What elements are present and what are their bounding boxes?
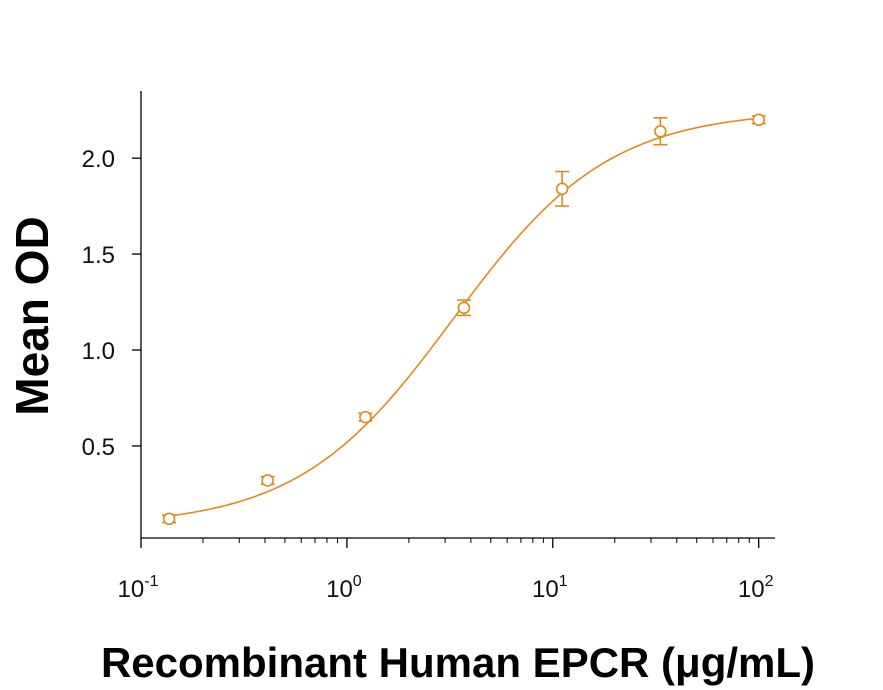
x-tick-label: 102 xyxy=(738,573,774,603)
axes xyxy=(132,91,775,548)
tick-labels: 0.5 1.0 1.5 2.0 10-1 100 101 102 xyxy=(82,146,774,603)
y-axis-title: Mean OD xyxy=(6,216,58,415)
y-tick-label: 1.0 xyxy=(82,338,115,365)
data-marker xyxy=(752,113,765,127)
data-marker xyxy=(457,301,471,315)
x-tick-label: 101 xyxy=(532,573,568,603)
data-point xyxy=(162,512,177,526)
y-tick-label: 1.5 xyxy=(82,242,115,269)
fit-curve xyxy=(169,117,759,517)
data-point xyxy=(358,410,373,424)
data-marker xyxy=(359,410,372,424)
y-tick-label: 0.5 xyxy=(82,434,115,461)
fit-curve-layer xyxy=(169,117,759,517)
data-points-layer xyxy=(162,113,766,526)
data-marker xyxy=(162,512,176,526)
x-axis-title: Recombinant Human EPCR (μg/mL) xyxy=(101,639,815,686)
data-point xyxy=(555,170,570,207)
x-tick-label: 100 xyxy=(326,573,362,603)
data-point xyxy=(751,113,766,127)
data-marker xyxy=(654,124,667,138)
data-point xyxy=(260,474,275,487)
x-tick-label: 10-1 xyxy=(118,573,159,603)
data-marker xyxy=(555,182,569,196)
data-point xyxy=(653,117,668,146)
y-tick-label: 2.0 xyxy=(82,146,115,173)
data-point xyxy=(456,299,471,317)
data-marker xyxy=(261,474,274,487)
